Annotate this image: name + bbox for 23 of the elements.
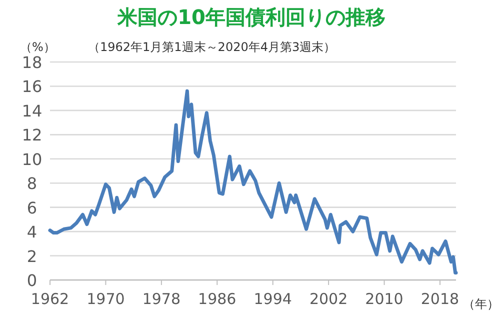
x-tick-label: 1994 — [254, 290, 292, 308]
y-tick-label: 14 — [22, 101, 42, 120]
y-tick-label: 6 — [26, 198, 38, 218]
x-tick-label: 1970 — [86, 290, 125, 308]
y-tick-label: 16 — [22, 77, 42, 96]
x-tick-label: 2018 — [420, 290, 460, 308]
chart-subtitle: （1962年1月第1週末～2020年4月第3週末） — [88, 40, 336, 54]
y-tick-label: 2 — [26, 246, 38, 266]
x-tick-label: 1962 — [30, 290, 70, 308]
x-tick-label: 1986 — [198, 290, 236, 308]
y-tick-label: 8 — [26, 174, 38, 194]
y-tick-label: 10 — [22, 150, 42, 169]
y-axis-title: （%） — [20, 40, 56, 54]
y-tick-label: 12 — [22, 126, 42, 145]
x-axis-title: （年） — [463, 297, 499, 311]
y-tick-label: 0 — [26, 271, 38, 290]
chart-title: 米国の10年国債利回りの推移 — [116, 5, 386, 29]
y-tick-label: 4 — [26, 222, 38, 242]
y-tick-label: 18 — [22, 53, 42, 72]
x-tick-label: 1978 — [142, 290, 181, 308]
x-tick-label: 2010 — [365, 290, 404, 308]
x-tick-label: 2002 — [309, 290, 348, 308]
line-series — [48, 89, 458, 274]
